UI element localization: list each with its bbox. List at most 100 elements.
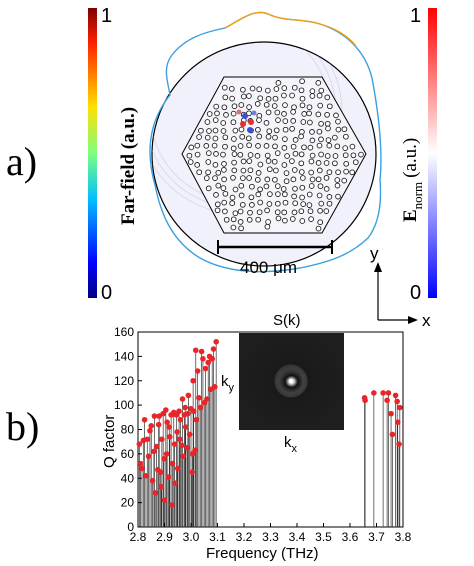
lattice-hole <box>246 104 252 110</box>
lattice-hole <box>246 158 253 164</box>
data-point <box>185 392 192 399</box>
lattice-hole <box>232 186 239 193</box>
lattice-hole <box>205 159 212 165</box>
lattice-hole <box>323 186 330 192</box>
lattice-hole <box>275 80 282 86</box>
lattice-hole <box>212 175 218 181</box>
lattice-hole <box>281 145 288 151</box>
data-point <box>141 416 148 423</box>
lattice-hole <box>317 102 324 109</box>
lattice-hole <box>230 224 237 231</box>
lattice-hole <box>274 200 281 207</box>
y-tick-label: 140 <box>114 349 134 363</box>
data-point <box>161 455 167 462</box>
data-point <box>177 416 184 423</box>
data-point <box>202 365 209 372</box>
lattice-hole <box>332 160 338 167</box>
lattice-hole <box>230 119 237 126</box>
lattice-hole <box>280 186 287 192</box>
lattice-hole <box>229 200 236 207</box>
lattice-hole <box>194 151 201 158</box>
lattice-hole <box>230 216 237 223</box>
data-point <box>205 359 212 366</box>
data-point <box>171 441 178 447</box>
lattice-hole <box>264 87 271 94</box>
data-point <box>384 397 390 404</box>
lattice-hole <box>307 144 314 151</box>
lattice-hole <box>237 151 244 158</box>
lattice-hole <box>246 142 252 149</box>
lattice-hole <box>289 125 295 132</box>
lattice-hole <box>318 120 324 127</box>
scale-bar-label: 400 μm <box>240 258 297 277</box>
lattice-hole <box>238 225 244 232</box>
lattice-hole <box>221 84 228 91</box>
data-point <box>157 469 164 475</box>
y-axis-label: Q factor <box>101 415 118 468</box>
inset-ky-label: ky <box>221 373 235 394</box>
x-tick-label: 3.5 <box>315 530 332 544</box>
lattice-hole <box>238 126 245 133</box>
lattice-hole <box>263 143 270 149</box>
lattice-hole <box>299 102 306 109</box>
lattice-hole <box>186 152 193 159</box>
lattice-hole <box>240 167 247 174</box>
lattice-hole <box>318 136 324 143</box>
lattice-hole <box>326 200 333 207</box>
lattice-hole <box>281 92 287 99</box>
lattice-hole <box>333 112 339 119</box>
lattice-hole <box>257 186 263 193</box>
lattice-hole <box>248 194 255 201</box>
lattice-hole <box>255 191 262 198</box>
lattice-hole <box>205 150 212 156</box>
lattice-hole <box>246 175 252 181</box>
lattice-hole <box>214 201 221 208</box>
lattice-hole <box>275 117 281 123</box>
x-tick-label: 3.8 <box>395 530 412 544</box>
lattice-hole <box>240 93 247 100</box>
data-point <box>174 429 181 435</box>
lattice-hole <box>275 191 281 197</box>
lattice-hole <box>316 142 323 149</box>
lattice-hole <box>308 183 315 189</box>
data-point <box>144 436 151 443</box>
lattice-hole <box>316 167 323 174</box>
lattice-hole <box>214 110 220 117</box>
lattice-hole <box>265 109 272 116</box>
lattice-hole <box>290 109 296 115</box>
lattice-hole <box>317 207 323 214</box>
lattice-hole <box>254 176 261 183</box>
data-point <box>165 474 172 480</box>
data-point <box>184 444 190 451</box>
data-point <box>176 408 182 415</box>
lattice-hole <box>326 169 333 176</box>
data-point <box>213 338 219 345</box>
lattice-hole <box>266 201 273 207</box>
lattice-hole <box>221 161 227 167</box>
y-tick-label: 20 <box>121 496 135 510</box>
lattice-hole <box>342 145 349 151</box>
panel-a-label: a) <box>6 139 37 184</box>
structure-factor-inset: S(k) ky kx <box>221 312 344 455</box>
y-tick-label: 60 <box>121 447 135 461</box>
x-tick-label: 3.1 <box>209 530 226 544</box>
lattice-hole <box>212 127 219 134</box>
lattice-hole <box>281 85 288 91</box>
lattice-hole <box>282 118 289 124</box>
lattice-hole <box>232 127 239 134</box>
data-point <box>371 390 377 396</box>
data-point <box>200 356 206 362</box>
lattice-hole <box>214 207 221 214</box>
enorm-title-sub: norm <box>410 182 425 209</box>
lattice-hole <box>309 88 316 94</box>
lattice-hole <box>323 160 330 166</box>
lattice-hole <box>231 151 238 157</box>
lattice-hole <box>282 102 288 108</box>
data-point <box>153 443 160 450</box>
lattice-hole <box>273 86 280 92</box>
data-point <box>167 434 173 440</box>
lattice-hole <box>324 111 330 118</box>
lattice-hole <box>255 126 261 133</box>
lattice-hole <box>249 85 256 92</box>
lattice-hole <box>299 95 306 102</box>
